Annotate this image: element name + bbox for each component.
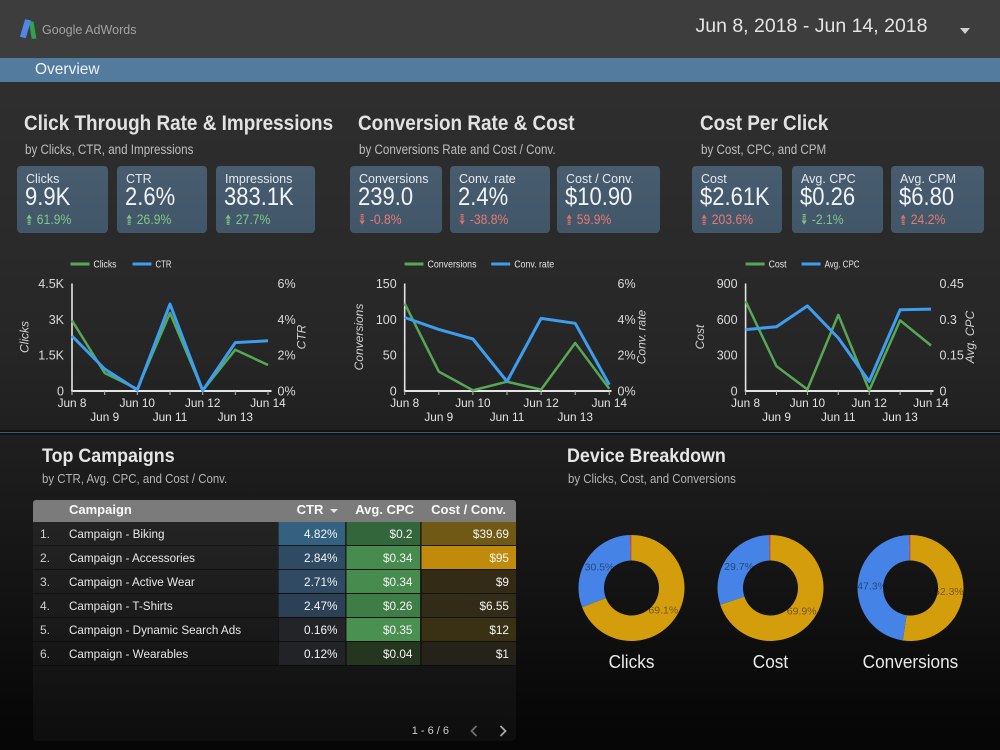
svg-text:Cost: Cost <box>693 324 707 349</box>
svg-text:Conversions: Conversions <box>428 259 477 271</box>
svg-text:Conv. rate: Conv. rate <box>635 309 649 364</box>
svg-text:69.1%: 69.1% <box>648 605 678 617</box>
svg-text:Jun 10: Jun 10 <box>455 396 491 410</box>
svg-text:2%: 2% <box>278 349 296 363</box>
svg-text:Jun 12: Jun 12 <box>185 396 220 410</box>
svg-text:4.5K: 4.5K <box>38 277 64 291</box>
svg-text:Jun 11: Jun 11 <box>821 410 856 424</box>
svg-text:0: 0 <box>940 385 947 399</box>
svg-text:6%: 6% <box>278 277 296 291</box>
svg-text:50: 50 <box>383 349 397 363</box>
svg-text:6%: 6% <box>618 277 636 291</box>
svg-text:Jun 14: Jun 14 <box>913 396 949 410</box>
svg-text:Jun 8: Jun 8 <box>390 396 419 410</box>
svg-text:Conversions: Conversions <box>352 304 366 371</box>
svg-text:Jun 13: Jun 13 <box>882 410 918 424</box>
svg-text:Jun 13: Jun 13 <box>557 410 593 424</box>
svg-text:Cost: Cost <box>753 651 788 672</box>
svg-text:Jun 14: Jun 14 <box>250 396 286 410</box>
svg-text:0.15: 0.15 <box>940 349 964 363</box>
svg-text:100: 100 <box>376 313 397 327</box>
svg-text:Jun 10: Jun 10 <box>120 396 156 410</box>
svg-text:47.3%: 47.3% <box>857 581 887 593</box>
svg-text:300: 300 <box>717 349 738 363</box>
svg-text:4%: 4% <box>618 313 636 327</box>
svg-text:Avg. CPC: Avg. CPC <box>963 310 977 364</box>
svg-text:CTR: CTR <box>295 324 309 349</box>
svg-text:Jun 12: Jun 12 <box>523 396 558 410</box>
svg-text:Jun 13: Jun 13 <box>218 410 254 424</box>
svg-text:69.9%: 69.9% <box>787 606 817 618</box>
svg-text:CTR: CTR <box>156 259 172 271</box>
svg-text:Jun 9: Jun 9 <box>90 410 119 424</box>
svg-text:0%: 0% <box>618 385 636 399</box>
svg-text:Cost: Cost <box>769 259 787 271</box>
svg-text:0: 0 <box>390 385 397 399</box>
svg-text:Jun 11: Jun 11 <box>490 410 525 424</box>
svg-text:52.3%: 52.3% <box>934 586 964 598</box>
svg-text:0.45: 0.45 <box>940 277 964 291</box>
svg-text:0: 0 <box>57 385 64 399</box>
svg-text:Clicks: Clicks <box>609 651 655 672</box>
svg-text:Conv. rate: Conv. rate <box>514 259 554 271</box>
svg-text:150: 150 <box>376 277 397 291</box>
svg-text:Jun 14: Jun 14 <box>592 396 628 410</box>
svg-text:Jun 9: Jun 9 <box>424 410 453 424</box>
svg-text:2%: 2% <box>618 349 636 363</box>
svg-text:Conversions: Conversions <box>863 651 959 672</box>
svg-text:30.5%: 30.5% <box>585 562 615 574</box>
svg-text:0%: 0% <box>278 385 296 399</box>
svg-text:29.7%: 29.7% <box>724 561 754 573</box>
svg-text:Jun 8: Jun 8 <box>731 396 760 410</box>
svg-text:Clicks: Clicks <box>94 259 117 271</box>
svg-text:0.3: 0.3 <box>940 313 957 327</box>
svg-text:Jun 10: Jun 10 <box>790 396 826 410</box>
svg-text:Avg. CPC: Avg. CPC <box>825 259 860 271</box>
svg-text:3K: 3K <box>49 313 65 327</box>
svg-text:900: 900 <box>717 277 738 291</box>
svg-text:Jun 11: Jun 11 <box>153 410 188 424</box>
svg-text:4%: 4% <box>278 313 296 327</box>
svg-text:600: 600 <box>717 313 738 327</box>
svg-text:Jun 9: Jun 9 <box>762 410 791 424</box>
svg-text:1.5K: 1.5K <box>38 349 64 363</box>
svg-text:Jun 8: Jun 8 <box>58 396 87 410</box>
svg-text:Jun 12: Jun 12 <box>851 396 886 410</box>
svg-text:Clicks: Clicks <box>18 321 32 353</box>
svg-text:0: 0 <box>731 385 738 399</box>
